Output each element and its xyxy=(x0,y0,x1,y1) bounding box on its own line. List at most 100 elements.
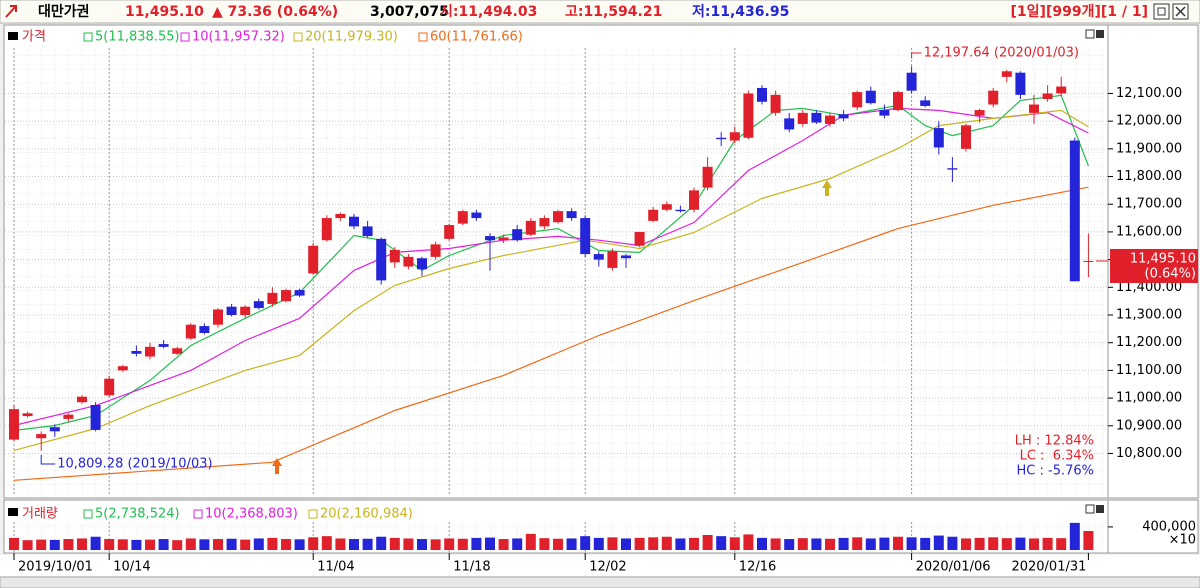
y-tick-label: 11,700.00 xyxy=(1116,197,1182,212)
candle-body xyxy=(838,114,849,119)
candle-body xyxy=(1069,140,1080,282)
candle-body xyxy=(661,204,672,210)
candle-body xyxy=(757,87,767,102)
volume-bar xyxy=(321,536,332,550)
fine-grid xyxy=(5,48,1107,496)
legend-ma: 5(11,838.55) xyxy=(95,30,180,45)
candle-body xyxy=(158,344,169,347)
candle-body xyxy=(253,301,264,309)
candle-body xyxy=(607,251,618,268)
volume-bar xyxy=(757,537,767,550)
volume-bar xyxy=(145,539,155,550)
volume-bar xyxy=(430,539,441,550)
y-tick-label: 11,800.00 xyxy=(1116,169,1182,184)
header-range[interactable]: [1일][999개][1 / 1] xyxy=(1011,4,1148,20)
volume-bar xyxy=(580,536,591,550)
volume-bar xyxy=(825,538,835,550)
header-low: 저:11,436.95 xyxy=(692,4,789,20)
candle-body xyxy=(675,209,686,212)
x-tick-label: 2020/01/31 xyxy=(1011,560,1086,575)
candle-body xyxy=(933,128,944,148)
candle-body xyxy=(1083,260,1094,262)
volume-bar xyxy=(104,539,115,550)
x-axis-area xyxy=(0,555,1200,576)
volume-bar xyxy=(63,539,74,550)
volume-bar xyxy=(498,539,509,550)
header-icon xyxy=(5,5,17,18)
candle-body xyxy=(281,290,291,302)
candle-body xyxy=(988,90,999,105)
ma-line xyxy=(13,186,1089,481)
candle-body xyxy=(825,115,835,124)
volume-bar xyxy=(539,538,550,550)
legend-volume-ma: 5(2,738,524) xyxy=(95,507,180,522)
candle-body xyxy=(974,110,985,116)
legend-ma: 20(11,979.30) xyxy=(305,30,398,45)
candle-body xyxy=(321,218,332,241)
volume-bar xyxy=(471,537,482,550)
volume-bar xyxy=(621,538,631,550)
x-tick-label: 2019/10/01 xyxy=(18,560,93,575)
candle-body xyxy=(22,413,33,417)
volume-bar xyxy=(553,538,563,550)
candle-body xyxy=(417,258,427,270)
candle-body xyxy=(335,213,346,219)
panel-button[interactable] xyxy=(1096,30,1104,38)
volume-bar xyxy=(947,536,958,550)
candle-body xyxy=(689,190,699,210)
panel-button[interactable] xyxy=(1085,504,1095,514)
high-annotation: 12,197.64 (2020/01/03) xyxy=(924,46,1079,61)
header-change: ▲ 73.36 (0.64%) xyxy=(212,4,338,20)
volume-bar xyxy=(1069,522,1080,550)
volume-bar xyxy=(253,538,264,550)
volume-bar xyxy=(1029,538,1039,550)
volume-bar xyxy=(403,538,414,550)
volume-bar xyxy=(974,537,985,550)
candle-body xyxy=(145,346,155,357)
volume-bar xyxy=(417,539,427,550)
candle-body xyxy=(63,414,74,419)
candle-body xyxy=(240,306,251,315)
stat-lh: LH : 12.84% xyxy=(1015,434,1094,449)
y-tick-label: 11,600.00 xyxy=(1116,224,1182,239)
volume-bar xyxy=(389,537,400,550)
volume-bar xyxy=(226,538,237,550)
volume-bar xyxy=(90,536,101,550)
header-volume: 3,007,075 xyxy=(370,4,449,20)
volume-bar xyxy=(267,537,278,550)
candle-body xyxy=(498,237,509,241)
legend-volume-ma: 20(2,160,984) xyxy=(320,507,413,522)
candle-body xyxy=(294,290,305,296)
volume-bar xyxy=(77,538,87,550)
header-name: 대만가권 xyxy=(38,4,90,20)
candle-body xyxy=(648,209,659,221)
candle-body xyxy=(349,216,359,227)
volume-bar xyxy=(852,537,863,550)
panel-button[interactable] xyxy=(1096,505,1104,513)
maximize-button[interactable] xyxy=(1153,3,1170,20)
high-pointer xyxy=(911,52,922,59)
candle-body xyxy=(580,218,591,255)
candle-body xyxy=(852,92,863,108)
volume-bar xyxy=(675,538,686,550)
volume-bar xyxy=(648,537,659,550)
candle-body xyxy=(104,378,115,396)
y-tick-label: 11,400.00 xyxy=(1116,280,1182,295)
candle-body xyxy=(865,90,876,104)
low-annotation: 10,809.28 (2019/10/03) xyxy=(57,457,212,472)
volume-bar xyxy=(770,538,781,550)
volume-bar xyxy=(457,538,468,550)
candle-body xyxy=(784,118,795,130)
volume-bar xyxy=(349,539,359,550)
x-tick-label: 12/02 xyxy=(589,560,626,575)
candle-body xyxy=(90,405,101,430)
header-price: 11,495.10 xyxy=(125,4,204,20)
candle-body xyxy=(213,309,223,325)
volume-bar xyxy=(865,538,876,550)
last-price: 11,495.10 xyxy=(1130,251,1196,266)
volume-bar xyxy=(661,536,672,550)
scrollbar[interactable] xyxy=(0,576,1200,588)
volume-bar xyxy=(1001,538,1012,550)
panel-button[interactable] xyxy=(1085,29,1095,39)
volume-bar xyxy=(838,537,849,550)
